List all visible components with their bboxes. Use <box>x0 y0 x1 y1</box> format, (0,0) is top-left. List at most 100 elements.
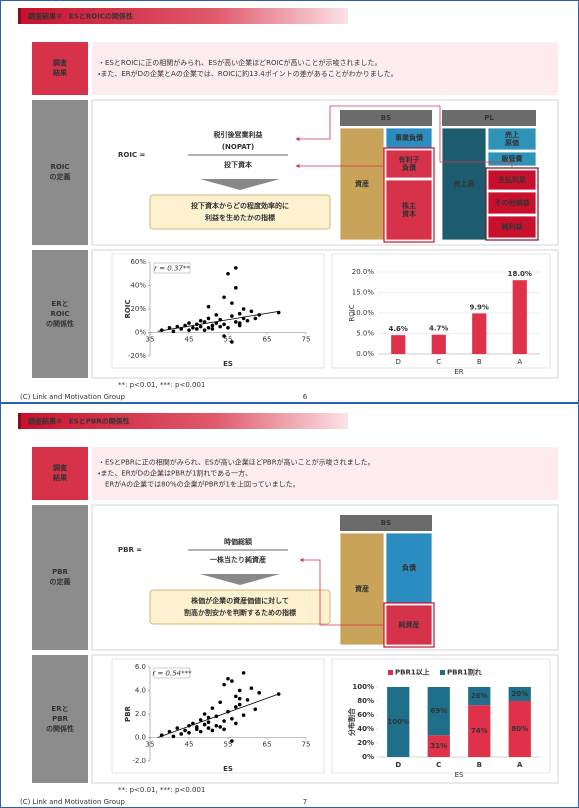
row-label-text: ROIC <box>50 310 69 318</box>
scatter-point <box>218 317 222 322</box>
scatter-point <box>237 688 242 693</box>
x-axis-label: ER <box>454 368 463 376</box>
header-bar <box>18 413 348 429</box>
scatter-point <box>237 311 242 316</box>
scatter-point <box>167 326 172 330</box>
formula-lhs: PBR = <box>118 546 142 554</box>
y-tick-label: 100% <box>352 683 374 691</box>
page-number: 6 <box>303 393 308 401</box>
scatter-point <box>159 733 164 737</box>
scatter-point <box>249 686 254 690</box>
x-tick-label: 45 <box>185 336 194 344</box>
header-title: 調査結果③ ESとPBRの関係性 <box>28 417 130 426</box>
scatter-point <box>179 732 183 736</box>
value-label: 4.6% <box>389 325 408 333</box>
diagram-header <box>442 110 536 126</box>
results-box <box>92 42 558 95</box>
y-tick-label: 0.0 <box>135 734 146 742</box>
row-label <box>32 42 88 95</box>
scatter-point <box>234 705 238 709</box>
results-line: ・ESとROICに正の相関がみられ、ESが高い企業ほどROICが高いことが示唆さ… <box>98 58 381 67</box>
row-label-text: PBR <box>52 715 68 723</box>
row-label-text: の定義 <box>50 172 71 181</box>
annotation-box <box>153 262 191 274</box>
bar <box>391 335 406 354</box>
x-tick-label: B <box>477 358 482 366</box>
scatter-point <box>222 682 226 687</box>
scatter-point <box>202 320 207 324</box>
scatter-point <box>214 313 219 317</box>
y-axis-label: ROIC <box>348 304 356 321</box>
diagram-block <box>385 179 433 241</box>
x-tick-label: A <box>517 761 523 769</box>
scatter-point <box>222 727 226 732</box>
header-bar <box>18 8 348 24</box>
row-label-text: の関係性 <box>46 319 74 328</box>
diagram-block-label: 負債 <box>402 163 416 172</box>
scatter-point <box>237 696 242 701</box>
row-label-text: の定義 <box>50 577 71 586</box>
diagram-block-label: 資産 <box>355 584 369 593</box>
scatter-point <box>206 715 211 720</box>
connector <box>295 105 513 168</box>
row-label <box>32 655 88 783</box>
scatter-point <box>183 728 187 733</box>
scatter-point <box>234 286 238 290</box>
scatter-point <box>206 316 211 321</box>
row-label-text: 調査 <box>53 463 68 472</box>
diagram-block-label: 売上高 <box>454 179 475 188</box>
scatter-point <box>210 706 215 710</box>
x-axis-label: ES <box>223 765 233 773</box>
diagram-block-label: 事業負債 <box>395 133 423 142</box>
scatter-point <box>214 714 219 719</box>
highlight <box>383 147 435 243</box>
y-tick-label: 80% <box>357 697 374 705</box>
legend-label: PBR1以上 <box>395 668 430 677</box>
value-label-bg <box>428 741 449 752</box>
diagram-block <box>385 149 433 179</box>
value-label: 80% <box>511 725 528 733</box>
diagram-block-label: 支払利息 <box>497 175 526 184</box>
y-tick-label: 60% <box>130 258 146 266</box>
diagram-header <box>340 110 432 126</box>
y-tick-label: 20% <box>130 305 146 313</box>
x-tick-label: C <box>436 761 441 769</box>
y-tick-label: 4.0 <box>135 687 146 695</box>
scatter-point <box>230 314 234 318</box>
y-tick-label: 6.0 <box>135 663 146 671</box>
scatter-point <box>175 726 180 730</box>
diagram-block <box>487 169 537 191</box>
scatter-point <box>218 725 222 729</box>
note-box <box>149 589 331 625</box>
value-label: 26% <box>471 692 488 700</box>
note-text: 投下資本からどの程度効率的に <box>191 201 289 210</box>
y-tick-label: 10.0% <box>352 309 375 317</box>
scatter-point <box>210 728 215 733</box>
scatter-point <box>241 316 246 321</box>
scatter-point <box>187 723 191 728</box>
x-tick-label: 35 <box>146 336 155 344</box>
diagram-block-label: 原価 <box>505 138 519 147</box>
value-label: 100% <box>387 718 409 726</box>
scatter-point <box>195 327 199 331</box>
scatter-point <box>198 718 203 722</box>
x-tick-label: 55 <box>224 336 233 344</box>
value-label: 69% <box>430 707 447 715</box>
results-line: ・また、ERがDの企業はPBRが1割れである一方、 <box>98 469 252 478</box>
x-tick-label: C <box>436 358 441 366</box>
footer: (C) Link and Motivation Group <box>20 798 125 806</box>
y-tick-label: 40% <box>130 282 146 290</box>
y-tick-label: 5.0% <box>356 330 374 338</box>
page-number: 7 <box>303 798 307 806</box>
scatter-point <box>187 328 191 332</box>
note-text: 利益を生めたかの指標 <box>205 213 275 222</box>
row-label-text: ERと <box>51 705 68 713</box>
value-label: 18.0% <box>508 270 532 278</box>
value-label-bg <box>469 726 490 737</box>
scatter-point <box>237 702 242 707</box>
diagram-title: BS <box>381 519 391 527</box>
chevron <box>200 574 280 585</box>
formula-lhs: ROIC = <box>118 151 146 159</box>
scatter-point <box>241 713 246 717</box>
diagram-block <box>487 191 537 215</box>
